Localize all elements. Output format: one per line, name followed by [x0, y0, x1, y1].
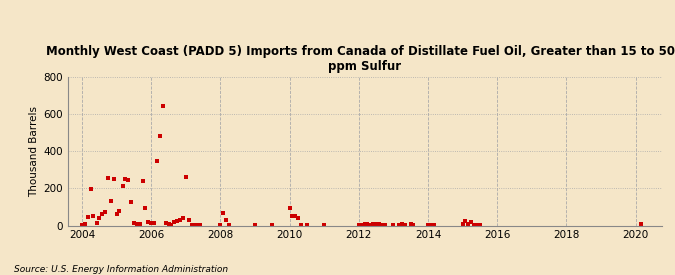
Y-axis label: Thousand Barrels: Thousand Barrels — [29, 106, 39, 197]
Title: Monthly West Coast (PADD 5) Imports from Canada of Distillate Fuel Oil, Greater : Monthly West Coast (PADD 5) Imports from… — [46, 45, 675, 73]
Text: Source: U.S. Energy Information Administration: Source: U.S. Energy Information Administ… — [14, 265, 227, 274]
